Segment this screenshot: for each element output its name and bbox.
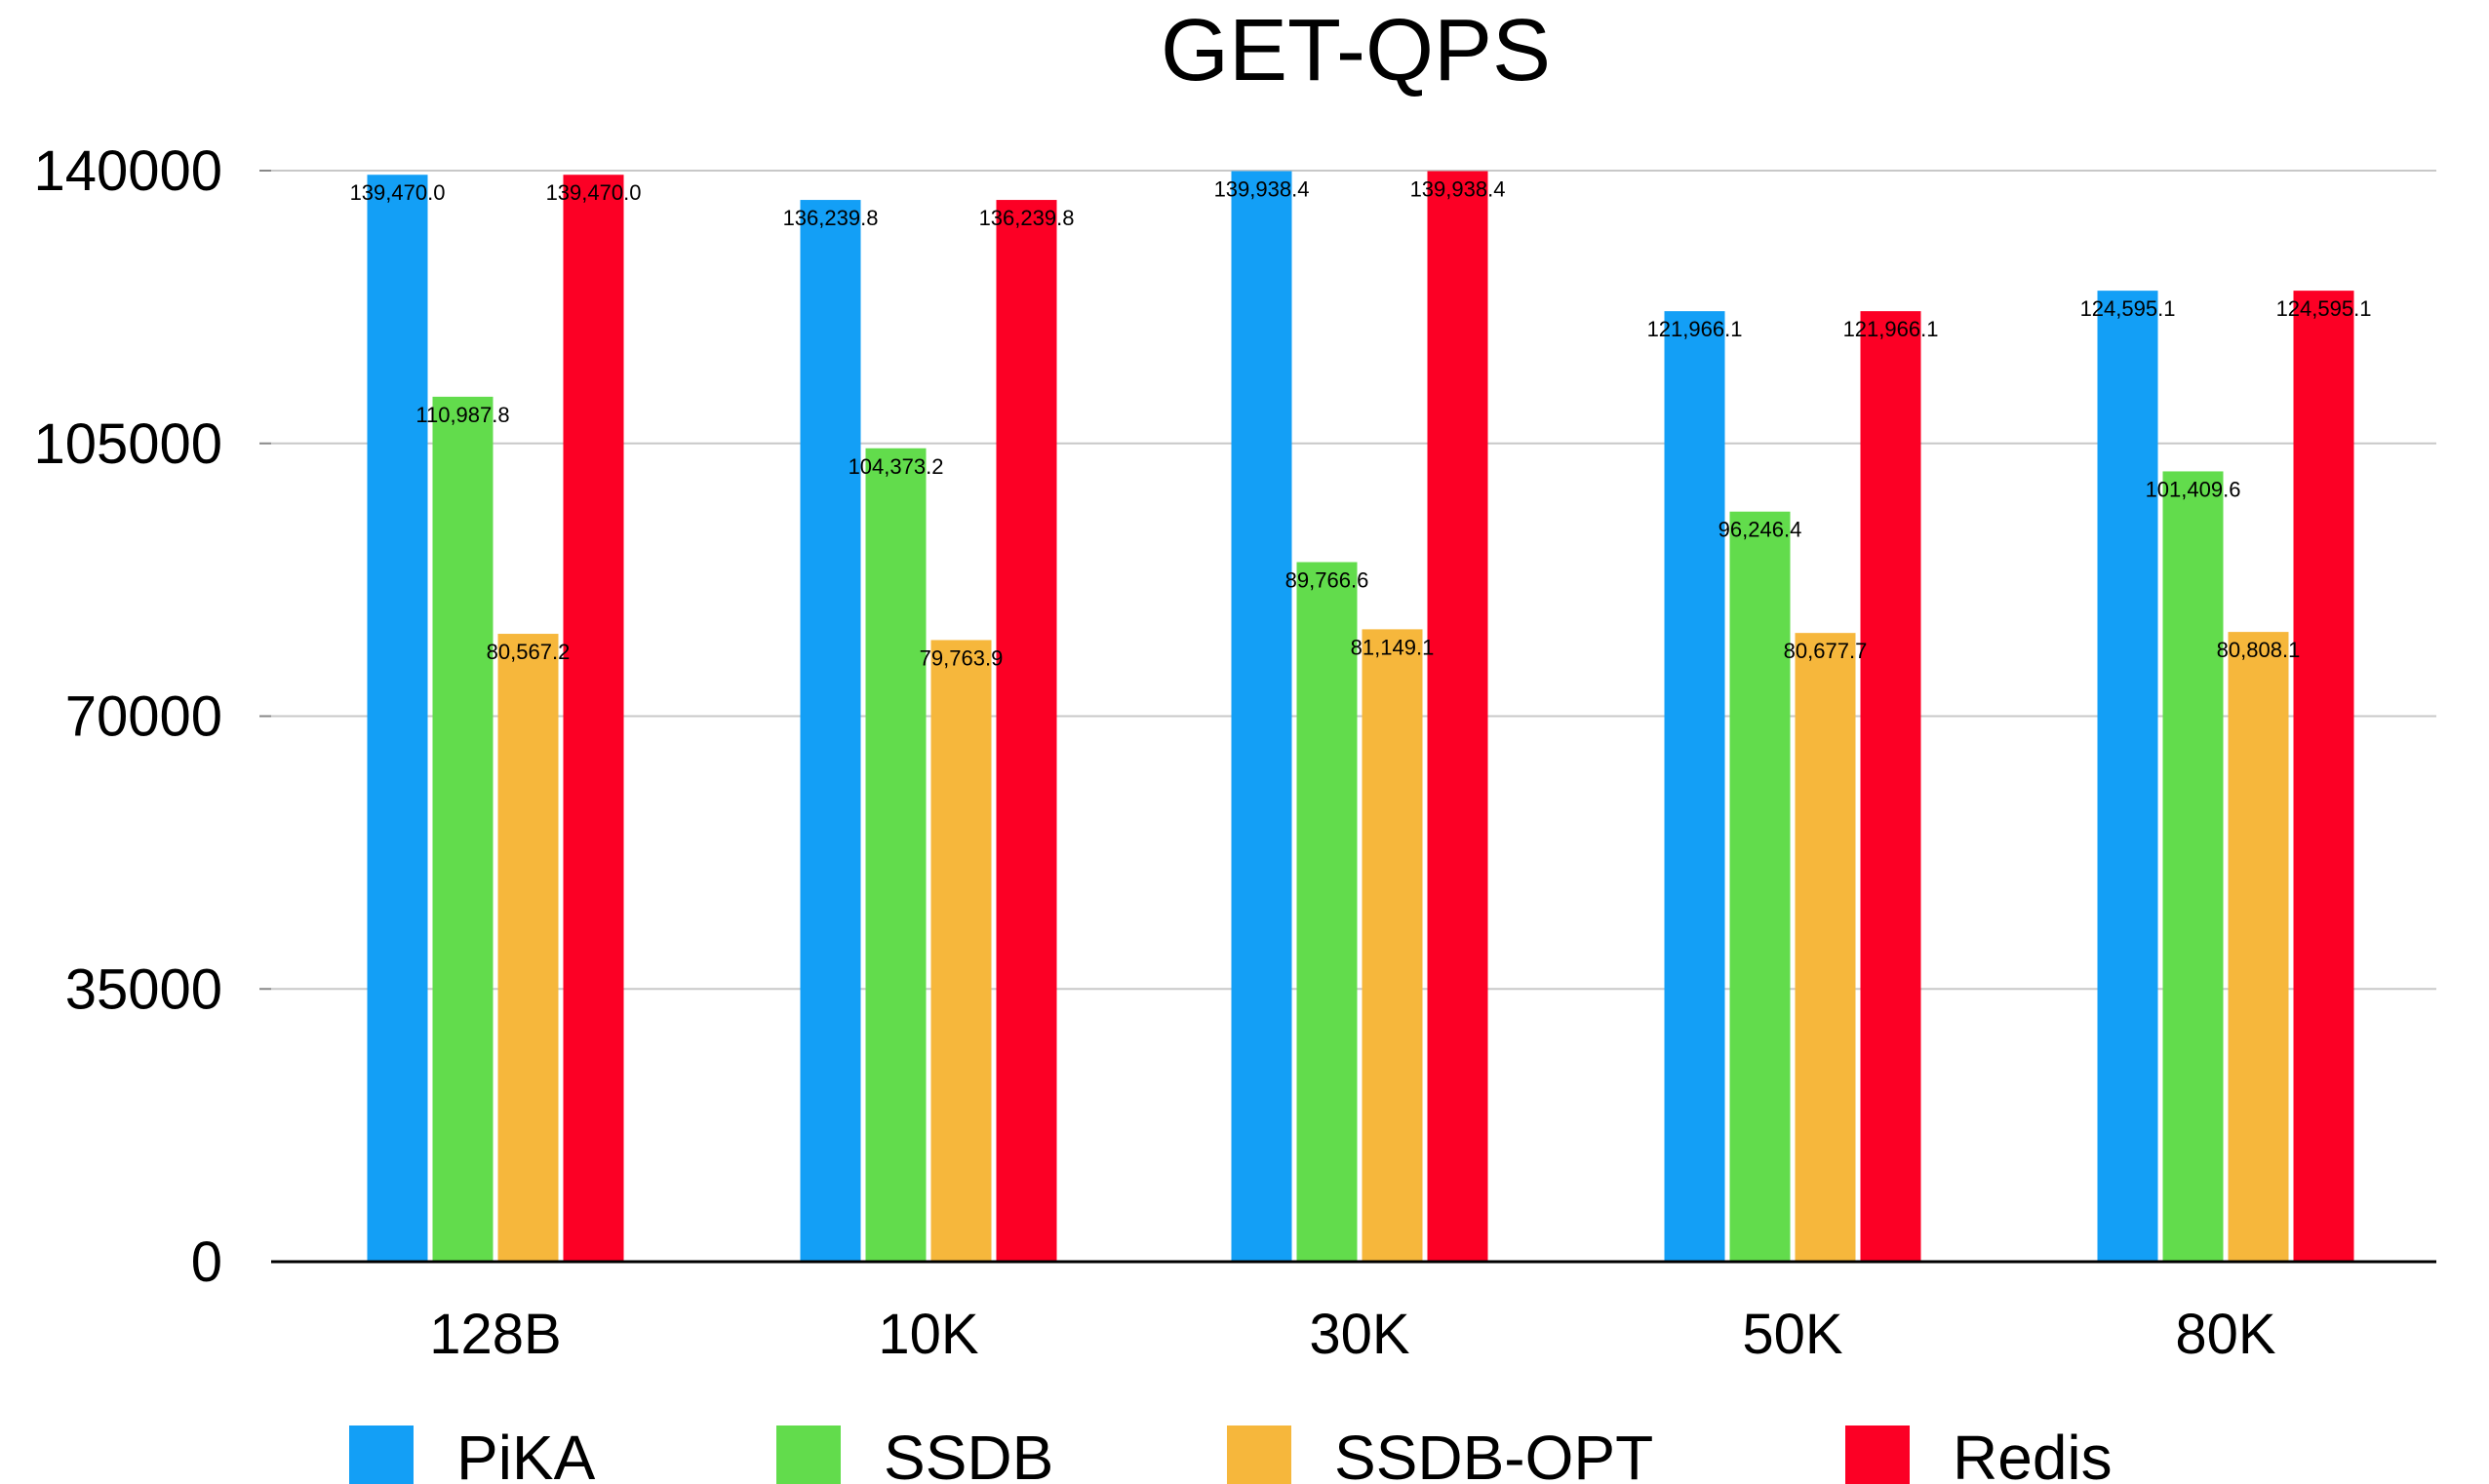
xtick-label-80k: 80K [2175, 1303, 2276, 1366]
bar-ssdb-10k [865, 448, 927, 1263]
bar-ssdb-opt-30k [1362, 629, 1423, 1262]
data-label-ssdb-opt-10k: 79,763.9 [920, 645, 1004, 670]
data-label-redis-128b: 139,470.0 [546, 180, 642, 205]
x-axis-ticks: 128B 10K 30K 50K 80K [429, 1303, 2276, 1366]
data-label-ssdb-opt-30k: 81,149.1 [1351, 635, 1435, 659]
ytick-label-105000: 105000 [33, 412, 222, 476]
bar-pika-10k [800, 200, 861, 1263]
ytick-label-0: 0 [191, 1230, 222, 1294]
data-label-ssdb-50k: 96,246.4 [1719, 518, 1802, 542]
xtick-label-128b: 128B [429, 1303, 561, 1366]
data-labels: 139,470.0 110,987.8 80,567.2 139,470.0 136,2… [350, 176, 2372, 670]
data-label-redis-10k: 136,239.8 [979, 206, 1075, 230]
data-label-redis-50k: 121,966.1 [1843, 317, 1939, 341]
legend-label-pika: PiKA [456, 1423, 596, 1484]
data-label-pika-50k: 121,966.1 [1647, 317, 1743, 341]
bar-ssdb-opt-50k [1795, 633, 1856, 1262]
bar-ssdb-128b [432, 396, 494, 1262]
bar-pika-128b [367, 175, 428, 1263]
bar-ssdb-80k [2162, 471, 2224, 1263]
bar-redis-30k [1427, 171, 1488, 1263]
xtick-label-10k: 10K [878, 1303, 979, 1366]
legend-swatch-pika [349, 1425, 414, 1484]
data-label-pika-30k: 139,938.4 [1214, 176, 1310, 201]
data-label-ssdb-30k: 89,766.6 [1285, 568, 1369, 593]
data-label-redis-30k: 139,938.4 [1410, 176, 1506, 201]
data-label-ssdb-opt-80k: 80,808.1 [2217, 638, 2301, 662]
data-label-ssdb-opt-50k: 80,677.7 [1784, 639, 1868, 663]
chart-title: GET-QPS [1161, 2, 1551, 99]
legend-swatch-ssdb [776, 1425, 841, 1484]
legend: PiKA SSDB SSDB-OPT Redis [349, 1423, 2113, 1484]
bar-pika-80k [2097, 291, 2158, 1262]
legend-swatch-ssdb-opt [1227, 1425, 1291, 1484]
bar-ssdb-opt-80k [2228, 632, 2289, 1262]
bar-ssdb-30k [1296, 562, 1358, 1262]
data-label-pika-128b: 139,470.0 [350, 180, 446, 205]
xtick-label-50k: 50K [1742, 1303, 1843, 1366]
data-label-ssdb-128b: 110,987.8 [415, 403, 509, 427]
data-label-pika-80k: 124,595.1 [2080, 296, 2176, 321]
ytick-label-70000: 70000 [65, 685, 222, 749]
ytick-label-140000: 140000 [33, 139, 222, 203]
data-label-redis-80k: 124,595.1 [2276, 296, 2372, 321]
bar-redis-10k [996, 200, 1057, 1263]
bars [367, 171, 2354, 1263]
legend-label-ssdb: SSDB [884, 1423, 1053, 1484]
bar-redis-80k [2293, 291, 2354, 1262]
data-label-pika-10k: 136,239.8 [783, 206, 879, 230]
bar-redis-128b [563, 175, 624, 1263]
data-label-ssdb-80k: 101,409.6 [2146, 477, 2241, 501]
bar-pika-50k [1664, 311, 1725, 1262]
ytick-label-35000: 35000 [65, 957, 222, 1021]
data-label-ssdb-10k: 104,373.2 [849, 454, 944, 479]
bar-ssdb-50k [1729, 511, 1791, 1262]
bar-ssdb-opt-128b [497, 634, 559, 1262]
bar-redis-50k [1860, 311, 1921, 1262]
y-axis-ticks: 0 35000 70000 105000 140000 [33, 139, 222, 1294]
legend-label-ssdb-opt: SSDB-OPT [1334, 1423, 1653, 1484]
bar-ssdb-opt-10k [930, 640, 992, 1262]
bar-pika-30k [1231, 171, 1292, 1263]
legend-label-redis: Redis [1953, 1423, 2113, 1484]
xtick-label-30k: 30K [1309, 1303, 1410, 1366]
legend-swatch-redis [1845, 1425, 1910, 1484]
data-label-ssdb-opt-128b: 80,567.2 [487, 640, 571, 664]
